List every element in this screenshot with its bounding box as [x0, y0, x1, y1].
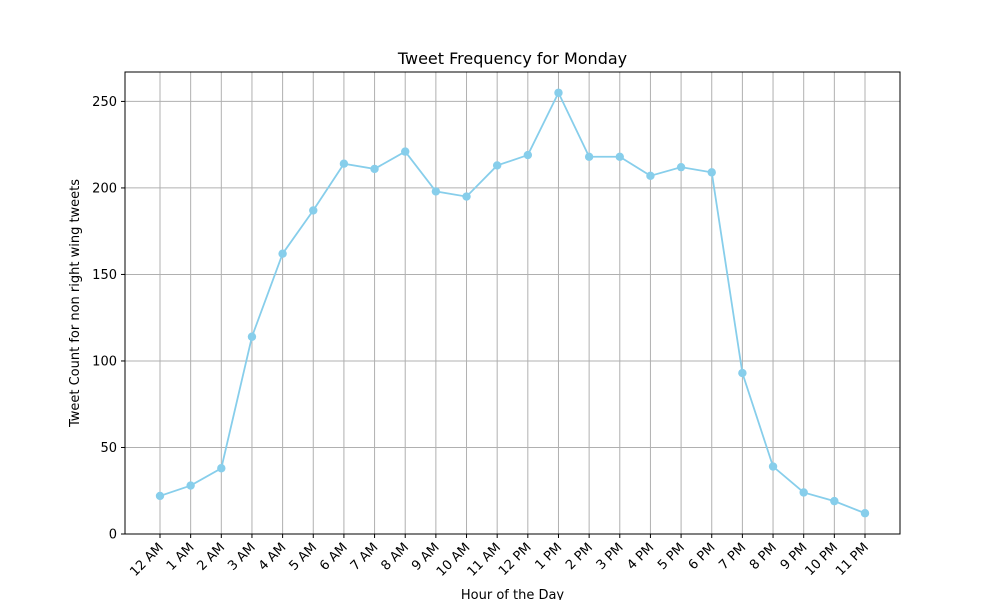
- y-tick-label: 150: [92, 268, 117, 283]
- data-point: [339, 159, 349, 168]
- data-point: [676, 162, 686, 172]
- data-point: [370, 164, 379, 174]
- x-tick-label: 1 PM: [532, 540, 565, 573]
- x-tick-label: 6 AM: [317, 540, 351, 574]
- series-line: [159, 90, 866, 515]
- x-tick-label: 5 PM: [655, 540, 688, 573]
- x-tick-label: 11 AM: [465, 540, 504, 579]
- grid: [125, 72, 900, 535]
- x-tick-label: 7 AM: [348, 540, 382, 574]
- x-axis-label: Hour of the Day: [461, 588, 565, 600]
- data-point: [431, 187, 441, 196]
- x-tick-label: 12 AM: [127, 540, 166, 579]
- x-tick-label: 1 AM: [164, 540, 198, 574]
- data-point: [707, 168, 716, 177]
- x-tick-label: 8 PM: [747, 540, 780, 573]
- data-point: [217, 464, 226, 473]
- data-point: [738, 368, 747, 378]
- y-tick-label: 100: [92, 354, 117, 369]
- x-tick-label: 12 PM: [496, 540, 535, 579]
- x-tick-label: 3 PM: [594, 540, 627, 573]
- data-point: [186, 481, 195, 490]
- data-point: [768, 462, 778, 471]
- y-tick-label: 200: [92, 181, 117, 196]
- data-point: [799, 488, 808, 497]
- x-tick-label: 2 PM: [563, 540, 596, 573]
- x-tick-label: 10 AM: [434, 540, 473, 579]
- x-tick-label: 3 AM: [225, 540, 259, 574]
- x-tick-label: 4 PM: [624, 540, 657, 573]
- x-axis: 12 AM1 AM2 AM3 AM4 AM5 AM6 AM7 AM8 AM9 A…: [127, 534, 872, 580]
- y-axis-label: Tweet Count for non right wing tweets: [68, 179, 83, 428]
- x-tick-label: 5 AM: [286, 540, 320, 574]
- data-point: [615, 152, 624, 161]
- data-point: [462, 192, 471, 201]
- y-tick-label: 250: [92, 95, 117, 110]
- data-point: [401, 147, 410, 156]
- x-tick-label: 6 PM: [686, 540, 719, 573]
- data-point: [155, 491, 165, 501]
- x-tick-label: 4 AM: [256, 540, 290, 574]
- data-point: [860, 509, 870, 518]
- x-tick-label: 10 PM: [802, 540, 841, 579]
- x-tick-label: 11 PM: [833, 540, 872, 579]
- data-point: [278, 249, 287, 258]
- x-tick-label: 7 PM: [716, 540, 749, 573]
- y-axis: 0 50 100 150 200 250: [92, 95, 125, 543]
- series-layer: [155, 88, 870, 518]
- plot-frame: [124, 71, 901, 535]
- y-tick-label: 50: [100, 441, 117, 456]
- data-point: [584, 152, 594, 161]
- data-point: [554, 88, 563, 97]
- data-point: [646, 171, 655, 181]
- x-tick-label: 2 AM: [195, 540, 229, 574]
- data-point: [492, 161, 502, 170]
- chart-title: Tweet Frequency for Monday: [397, 49, 627, 68]
- data-point: [247, 332, 257, 341]
- y-tick-label: 0: [109, 528, 117, 543]
- data-point: [830, 496, 839, 506]
- x-tick-label: 8 AM: [378, 540, 412, 574]
- data-point: [309, 206, 318, 215]
- data-point: [523, 150, 533, 160]
